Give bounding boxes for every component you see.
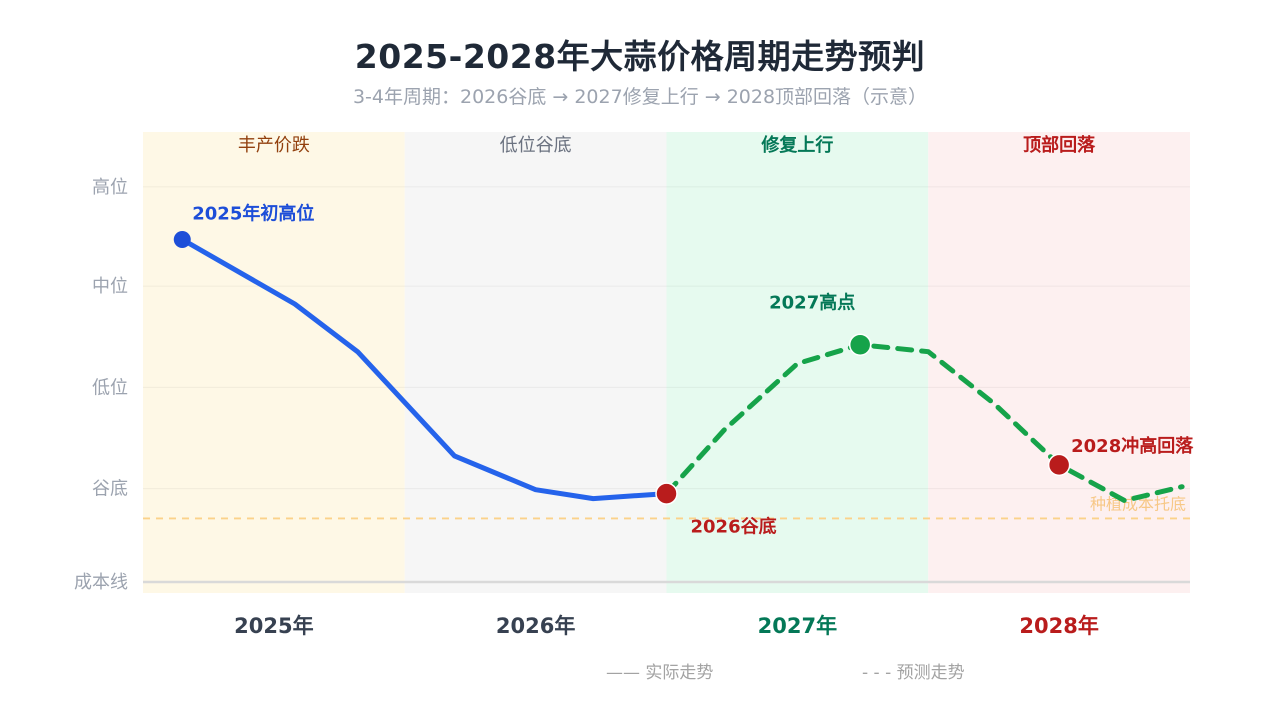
forecast-series-line bbox=[664, 342, 1185, 504]
legend-actual: —— 实际走势 bbox=[606, 663, 714, 683]
annotation-label-2: 2026谷底 bbox=[691, 516, 777, 538]
legend-forecast: - - - 预测走势 bbox=[862, 663, 965, 683]
phase-band-1 bbox=[143, 132, 405, 593]
phase-label-4: 顶部回落 bbox=[1023, 134, 1096, 156]
x-tick-label-1: 2025年 bbox=[234, 614, 313, 638]
annotation-label-1: 2025年初高位 bbox=[192, 202, 314, 224]
y-tick-label-3: 低位 bbox=[92, 377, 128, 398]
x-tick-label-4: 2028年 bbox=[1019, 614, 1098, 638]
phase-label-3: 修复上行 bbox=[760, 134, 833, 156]
reference-line-label: 种植成本托底 bbox=[1090, 494, 1186, 513]
phase-band-3 bbox=[666, 132, 929, 593]
chart-subtitle: 3-4年周期：2026谷底 → 2027修复上行 → 2028顶部回落（示意） bbox=[352, 86, 928, 108]
y-tick-label-1: 成本线 bbox=[74, 572, 128, 593]
annotation-label-3: 2027高点 bbox=[769, 292, 855, 314]
y-tick-label-5: 高位 bbox=[92, 177, 128, 198]
phase-band-2 bbox=[404, 132, 667, 593]
x-tick-label-3: 2027年 bbox=[758, 614, 837, 638]
actual-series-line bbox=[179, 237, 669, 502]
annotation-marker-1 bbox=[173, 230, 191, 248]
x-tick-label-2: 2026年 bbox=[496, 614, 575, 638]
phase-band-4 bbox=[928, 132, 1190, 593]
y-tick-label-2: 谷底 bbox=[92, 479, 128, 500]
phase-label-2: 低位谷底 bbox=[500, 135, 572, 156]
annotation-marker-4 bbox=[1047, 453, 1071, 477]
y-tick-label-4: 中位 bbox=[92, 276, 128, 297]
annotation-marker-2 bbox=[655, 482, 678, 505]
chart-title: 2025-2028年大蒜价格周期走势预判 bbox=[354, 37, 926, 76]
phase-label-1: 丰产价跌 bbox=[238, 135, 310, 156]
annotation-marker-3 bbox=[848, 333, 872, 356]
annotation-label-4: 2028冲高回落 bbox=[1071, 435, 1194, 457]
